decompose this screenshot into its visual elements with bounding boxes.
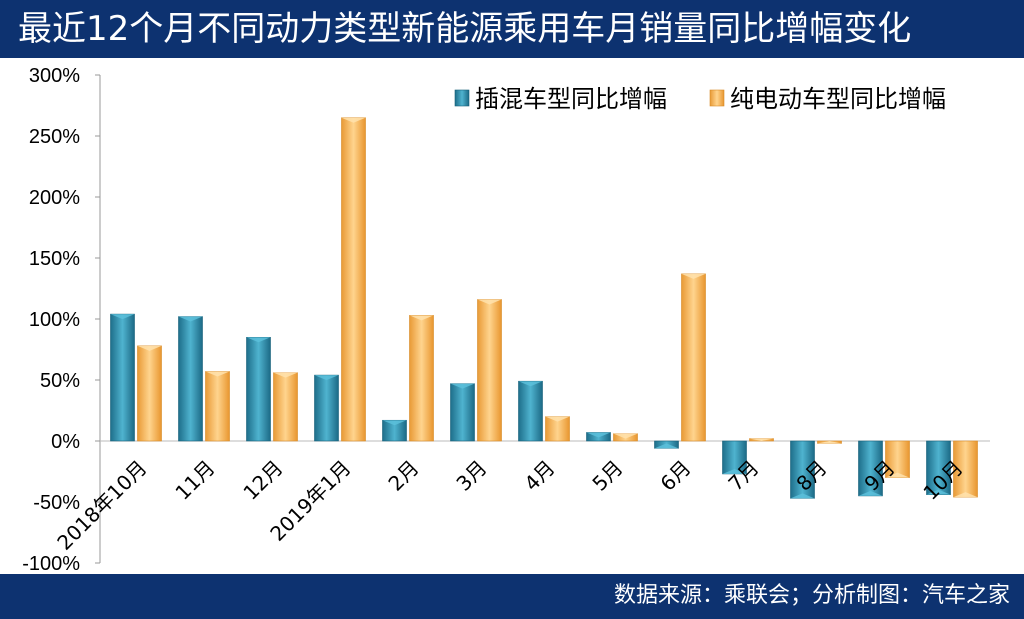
bar-cap <box>885 472 910 478</box>
bar-body <box>477 299 502 442</box>
bar-cap <box>477 299 502 305</box>
legend-item-phev: 插混车型同比增幅 <box>454 85 667 113</box>
bar-body <box>314 374 339 442</box>
bar-body <box>790 440 815 499</box>
chart: -100%-50%0%50%100%150%200%250%300% 2018年… <box>22 65 990 574</box>
bar-bev-11 <box>885 440 910 478</box>
x-tick-label: 3月 <box>451 456 491 496</box>
y-tick-label: -50% <box>33 492 80 514</box>
bar-body <box>341 117 366 442</box>
bar-cap <box>341 117 366 123</box>
bar-cap <box>613 433 638 439</box>
bar-bev-4 <box>409 315 434 442</box>
bar-cap <box>858 490 883 496</box>
bar-cap <box>722 468 747 474</box>
bar-cap <box>749 438 774 441</box>
bar-cap <box>926 489 951 495</box>
bar-cap <box>953 492 978 498</box>
bar-cap <box>246 337 271 343</box>
y-tick-label: 100% <box>29 309 80 331</box>
bar-body <box>722 440 747 475</box>
bar-body <box>926 440 951 495</box>
legend-swatch <box>709 89 725 107</box>
bar-phev-12 <box>926 440 951 495</box>
source-note: 数据来源：乘联会；分析制图：汽车之家 <box>613 583 1010 608</box>
bar-bev-6 <box>545 416 570 442</box>
y-tick-label: 50% <box>40 370 80 392</box>
bar-phev-8 <box>654 440 679 449</box>
bar-cap <box>450 383 475 389</box>
bar-bev-1 <box>205 371 230 442</box>
bar-phev-1 <box>178 316 203 442</box>
bar-cap <box>681 273 706 279</box>
bar-body <box>518 380 543 442</box>
x-tick-label: 5月 <box>587 456 627 496</box>
bar-cap <box>205 371 230 377</box>
bar-cap <box>273 372 298 378</box>
y-tick-label: 150% <box>29 248 80 270</box>
y-tick-label: -100% <box>22 553 80 574</box>
bar-phev-11 <box>858 440 883 497</box>
bar-body <box>953 440 978 498</box>
bar-cap <box>110 314 135 320</box>
footer-bar: 数据来源：乘联会；分析制图：汽车之家 <box>0 574 1024 619</box>
bar-cap <box>178 316 203 322</box>
bar-bev-8 <box>681 273 706 442</box>
bar-phev-6 <box>518 380 543 442</box>
legend-label: 插混车型同比增幅 <box>475 85 667 113</box>
bar-body <box>205 371 230 442</box>
bar-phev-2 <box>246 336 271 442</box>
y-tick-label: 250% <box>29 126 80 148</box>
bar-body <box>273 372 298 442</box>
bar-bev-0 <box>137 345 162 442</box>
bar-body <box>137 345 162 442</box>
bar-body <box>858 440 883 497</box>
legend-item-bev: 纯电动车型同比增幅 <box>709 85 946 113</box>
bar-body <box>178 316 203 442</box>
y-tick-label: 200% <box>29 187 80 209</box>
legend-swatch <box>454 89 470 107</box>
bar-cap <box>137 345 162 351</box>
bar-body <box>885 440 910 478</box>
chart-title: 最近12个月不同动力类型新能源乘用车月销量同比增幅变化 <box>18 9 912 49</box>
bar-phev-4 <box>382 419 407 442</box>
legend-label: 纯电动车型同比增幅 <box>730 85 946 113</box>
title-bar: 最近12个月不同动力类型新能源乘用车月销量同比增幅变化 <box>0 0 1024 58</box>
x-tick-label: 2月 <box>383 456 423 496</box>
x-tick-label: 6月 <box>655 456 695 496</box>
bar-phev-3 <box>314 374 339 442</box>
bar-cap <box>586 432 611 438</box>
y-tick-label: 300% <box>29 65 80 87</box>
bar-bev-5 <box>477 299 502 442</box>
bar-cap <box>545 416 570 422</box>
bar-bev-9 <box>749 438 774 442</box>
bar-phev-7 <box>586 432 611 442</box>
bar-bev-12 <box>953 440 978 498</box>
y-tick-label: 0% <box>51 431 80 453</box>
bar-cap <box>382 420 407 426</box>
bar-body <box>110 313 135 442</box>
x-tick-label: 4月 <box>519 456 559 496</box>
bar-cap <box>314 375 339 381</box>
bar-cap <box>817 441 842 444</box>
bar-body <box>450 383 475 442</box>
bar-phev-10 <box>790 440 815 499</box>
bar-bev-3 <box>341 117 366 442</box>
bar-body <box>681 273 706 442</box>
x-tick-label: 12月 <box>238 456 287 505</box>
bar-body <box>409 315 434 442</box>
bar-cap <box>518 381 543 387</box>
bar-phev-0 <box>110 313 135 442</box>
bar-bev-7 <box>613 433 638 442</box>
bar-cap <box>654 443 679 449</box>
bar-cap <box>790 493 815 499</box>
bar-body <box>246 336 271 442</box>
bar-cap <box>409 315 434 321</box>
bar-phev-5 <box>450 383 475 442</box>
bar-bev-2 <box>273 372 298 442</box>
bar-phev-9 <box>722 440 747 475</box>
bar-bev-10 <box>817 440 842 444</box>
x-tick-label: 11月 <box>170 456 219 505</box>
